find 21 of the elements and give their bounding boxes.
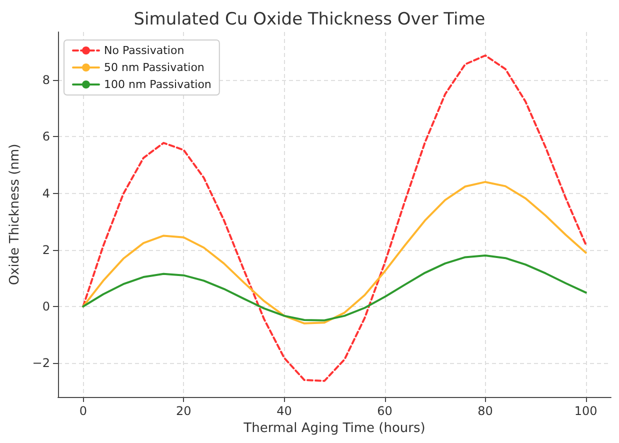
legend-label: No Passivation (104, 44, 184, 57)
x-tick-label: 0 (79, 404, 87, 418)
legend-label: 50 nm Passivation (104, 61, 204, 74)
y-tick-label: 8 (42, 73, 50, 88)
chart-title: Simulated Cu Oxide Thickness Over Time (134, 10, 486, 30)
x-tick-label: 80 (478, 404, 493, 418)
line-series (82, 54, 587, 382)
line-series (82, 254, 587, 322)
y-tick-label: 0 (42, 299, 50, 314)
y-tick-label: −2 (32, 356, 50, 370)
y-tick-label: 6 (42, 130, 50, 144)
x-tick-label: 20 (176, 404, 192, 418)
x-axis-title: Thermal Aging Time (hours) (242, 420, 426, 436)
x-tick-label: 40 (276, 404, 292, 418)
y-axis-title: Oxide Thickness (nm) (7, 144, 22, 286)
y-tick-label: 2 (42, 242, 50, 257)
line-series (82, 180, 587, 324)
y-tick-label: 4 (42, 186, 50, 200)
x-tick-label: 100 (574, 404, 598, 418)
legend-label: 100 nm Passivation (104, 78, 212, 91)
x-tick-label: 60 (377, 404, 392, 418)
